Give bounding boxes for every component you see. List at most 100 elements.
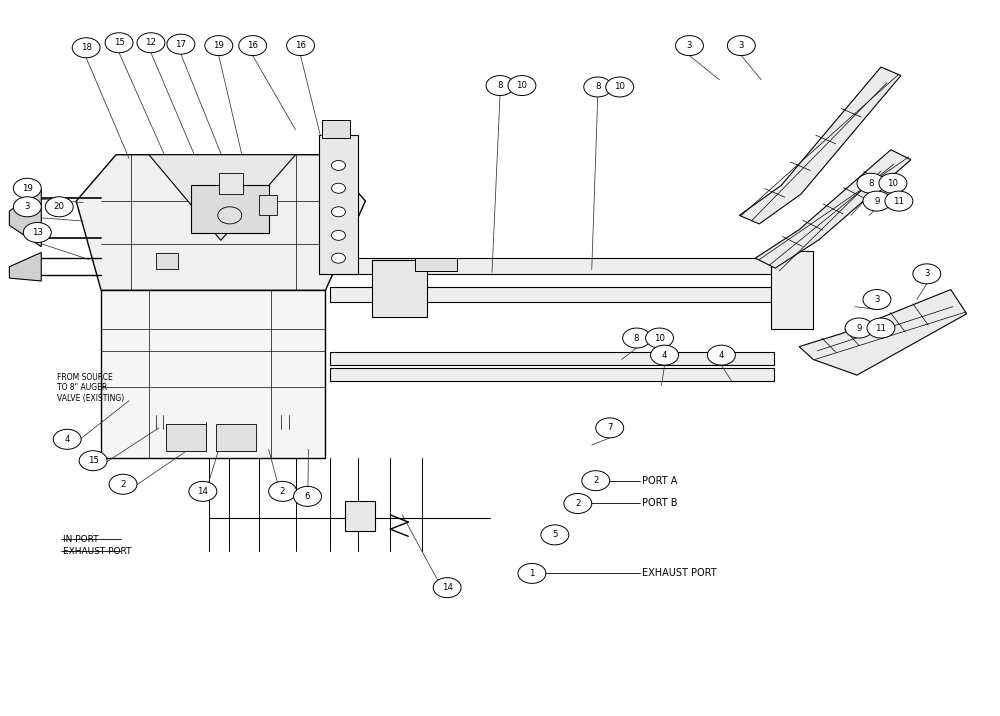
- Text: 2: 2: [575, 499, 581, 508]
- Text: 8: 8: [497, 81, 503, 90]
- Text: 3: 3: [687, 41, 692, 50]
- Circle shape: [72, 38, 100, 58]
- Polygon shape: [739, 67, 901, 224]
- Text: EXHAUST PORT: EXHAUST PORT: [63, 548, 132, 556]
- Bar: [330, 352, 774, 365]
- Text: 19: 19: [213, 41, 224, 50]
- Text: EXHAUST PORT: EXHAUST PORT: [642, 569, 716, 579]
- Circle shape: [623, 328, 651, 348]
- Text: 3: 3: [25, 203, 30, 211]
- Text: 4: 4: [719, 351, 724, 359]
- Circle shape: [727, 36, 755, 56]
- Polygon shape: [755, 150, 911, 268]
- Circle shape: [913, 264, 941, 284]
- Text: PORT A: PORT A: [642, 475, 677, 485]
- Text: 17: 17: [175, 39, 186, 49]
- Circle shape: [845, 318, 873, 338]
- Bar: [771, 251, 813, 329]
- Circle shape: [879, 173, 907, 193]
- Text: 16: 16: [247, 41, 258, 50]
- Text: 11: 11: [875, 324, 886, 332]
- Text: 12: 12: [145, 38, 156, 47]
- Bar: [191, 185, 269, 233]
- Circle shape: [13, 197, 41, 217]
- Circle shape: [218, 207, 242, 224]
- Circle shape: [109, 474, 137, 494]
- Text: 9: 9: [874, 197, 880, 205]
- Polygon shape: [9, 253, 41, 281]
- Bar: [322, 120, 350, 138]
- Circle shape: [294, 486, 321, 506]
- Circle shape: [105, 33, 133, 53]
- Circle shape: [486, 76, 514, 95]
- Text: PORT B: PORT B: [642, 498, 677, 508]
- Circle shape: [239, 36, 267, 56]
- Circle shape: [287, 36, 315, 56]
- Circle shape: [606, 77, 634, 97]
- Circle shape: [707, 345, 735, 365]
- Polygon shape: [219, 173, 243, 194]
- Text: 3: 3: [924, 269, 930, 279]
- Bar: [415, 258, 457, 271]
- Text: 16: 16: [295, 41, 306, 50]
- Text: 6: 6: [305, 492, 310, 501]
- Bar: [345, 500, 375, 531]
- Text: 4: 4: [64, 435, 70, 444]
- Circle shape: [508, 76, 536, 95]
- Text: 2: 2: [120, 480, 126, 489]
- Text: 8: 8: [868, 179, 874, 188]
- Circle shape: [863, 289, 891, 309]
- Circle shape: [331, 207, 345, 217]
- Circle shape: [646, 328, 674, 348]
- Text: IN PORT: IN PORT: [63, 535, 99, 543]
- Text: 15: 15: [114, 38, 125, 47]
- Polygon shape: [76, 155, 365, 290]
- Circle shape: [541, 525, 569, 545]
- Text: 19: 19: [22, 184, 33, 193]
- Circle shape: [13, 178, 41, 198]
- Text: 10: 10: [516, 81, 527, 90]
- Text: 14: 14: [197, 487, 208, 496]
- Circle shape: [331, 253, 345, 263]
- Text: 10: 10: [614, 82, 625, 92]
- Circle shape: [79, 450, 107, 470]
- Text: FROM SOURCE
TO 8" AUGER
VALVE (EXISTING): FROM SOURCE TO 8" AUGER VALVE (EXISTING): [57, 373, 124, 403]
- Text: 18: 18: [81, 43, 92, 52]
- Circle shape: [676, 36, 703, 56]
- Circle shape: [137, 33, 165, 53]
- Circle shape: [651, 345, 679, 365]
- Bar: [330, 368, 774, 381]
- Circle shape: [518, 563, 546, 584]
- Circle shape: [433, 578, 461, 598]
- Circle shape: [53, 430, 81, 450]
- Text: 8: 8: [634, 334, 639, 342]
- Circle shape: [596, 418, 624, 438]
- Bar: [330, 286, 774, 302]
- Polygon shape: [9, 190, 41, 247]
- Bar: [319, 135, 358, 274]
- Text: 15: 15: [88, 456, 99, 465]
- Text: 14: 14: [442, 583, 453, 592]
- Text: 7: 7: [607, 423, 612, 432]
- Circle shape: [331, 160, 345, 170]
- Polygon shape: [149, 155, 296, 241]
- Bar: [166, 424, 206, 450]
- Circle shape: [167, 34, 195, 54]
- Circle shape: [564, 493, 592, 513]
- Text: 4: 4: [662, 351, 667, 359]
- Circle shape: [867, 318, 895, 338]
- Circle shape: [584, 77, 612, 97]
- Text: 9: 9: [856, 324, 862, 332]
- Text: 11: 11: [893, 197, 904, 205]
- Polygon shape: [799, 289, 967, 375]
- Circle shape: [582, 470, 610, 490]
- Bar: [330, 258, 774, 274]
- Circle shape: [189, 481, 217, 501]
- Text: 3: 3: [874, 295, 880, 304]
- Circle shape: [331, 183, 345, 193]
- Circle shape: [331, 231, 345, 241]
- Circle shape: [863, 191, 891, 211]
- Bar: [372, 260, 427, 316]
- Circle shape: [885, 191, 913, 211]
- Circle shape: [23, 223, 51, 243]
